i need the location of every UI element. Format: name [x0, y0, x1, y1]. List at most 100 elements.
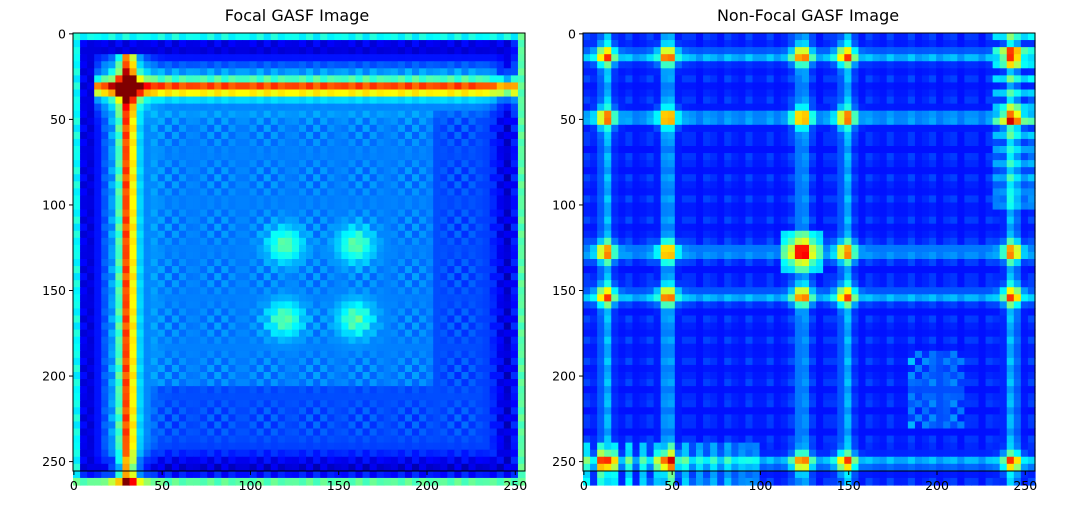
heatmap-cell: [475, 379, 484, 387]
heatmap-cell: [971, 103, 980, 112]
heatmap-cell: [696, 110, 704, 119]
heatmap-cell: [207, 442, 215, 451]
heatmap-cell: [171, 273, 180, 281]
heatmap-cell: [228, 33, 237, 41]
heatmap-cell: [433, 138, 441, 147]
heatmap-cell: [221, 308, 229, 317]
heatmap-cell: [73, 449, 81, 458]
heatmap-cell: [270, 146, 279, 154]
heatmap-cell: [461, 329, 470, 338]
heatmap-cell: [710, 89, 718, 98]
heatmap-cell: [468, 216, 477, 225]
heatmap-cell: [872, 82, 881, 91]
heatmap-cell: [115, 273, 124, 281]
heatmap-cell: [412, 75, 420, 84]
heatmap-cell: [397, 244, 406, 253]
heatmap-cell: [583, 33, 591, 41]
heatmap-cell: [242, 294, 251, 302]
heatmap-cell: [433, 209, 441, 218]
heatmap-cell: [80, 343, 88, 352]
heatmap-cell: [433, 251, 441, 260]
heatmap-cell: [348, 294, 357, 302]
heatmap-cell: [235, 287, 244, 295]
heatmap-cell: [73, 301, 81, 310]
heatmap-cell: [200, 364, 208, 373]
heatmap-cell: [858, 47, 867, 55]
heatmap-cell: [115, 181, 124, 189]
heatmap-cell: [440, 273, 448, 281]
heatmap-cell: [313, 386, 321, 394]
heatmap-cell: [122, 195, 131, 204]
heatmap-cell: [122, 230, 131, 239]
heatmap-cell: [186, 96, 194, 105]
heatmap-cell: [284, 428, 293, 437]
heatmap-cell: [454, 463, 463, 472]
heatmap-cell: [475, 244, 484, 253]
heatmap-cell: [299, 329, 307, 338]
heatmap-cell: [122, 96, 131, 105]
heatmap-cell: [461, 68, 470, 76]
heatmap-cell: [412, 470, 420, 479]
heatmap-cell: [200, 216, 208, 225]
heatmap-cell: [263, 322, 272, 331]
heatmap-cell: [221, 343, 229, 352]
heatmap-cell: [397, 343, 406, 352]
heatmap-cell: [674, 89, 683, 98]
heatmap-cell: [341, 131, 350, 140]
heatmap-cell: [164, 379, 173, 387]
heatmap-cell: [263, 456, 272, 465]
heatmap-cell: [362, 273, 371, 281]
heatmap-cell: [447, 54, 455, 62]
heatmap-cell: [794, 96, 803, 105]
heatmap-cell: [171, 153, 180, 161]
heatmap-cell: [745, 89, 754, 98]
heatmap-cell: [207, 230, 215, 239]
heatmap-cell: [362, 357, 371, 366]
heatmap-cell: [115, 308, 124, 317]
heatmap-cell: [157, 117, 166, 126]
heatmap-cell: [313, 449, 321, 458]
heatmap-cell: [773, 82, 782, 91]
heatmap-cell: [823, 117, 831, 126]
heatmap-cell: [263, 96, 272, 105]
heatmap-cell: [482, 47, 491, 55]
heatmap-cell: [80, 435, 88, 444]
heatmap-cell: [496, 350, 505, 359]
heatmap-cell: [171, 223, 180, 232]
heatmap-cell: [503, 251, 512, 260]
x-tick-label: 150: [327, 478, 351, 493]
heatmap-cell: [122, 40, 131, 48]
heatmap-cell: [129, 435, 138, 444]
heatmap-cell: [703, 89, 711, 98]
heatmap-cell: [228, 202, 237, 211]
heatmap-cell: [207, 103, 215, 112]
heatmap-cell: [419, 463, 427, 472]
heatmap-cell: [348, 40, 357, 48]
heatmap-cell: [957, 61, 965, 69]
heatmap-cell: [171, 230, 180, 239]
heatmap-cell: [496, 287, 505, 295]
heatmap-cell: [94, 273, 102, 281]
heatmap-cell: [164, 386, 173, 394]
heatmap-cell: [263, 33, 272, 41]
heatmap-cell: [454, 237, 463, 246]
heatmap-cell: [207, 266, 215, 274]
heatmap-cell: [186, 54, 194, 62]
heatmap-cell: [164, 315, 173, 324]
heatmap-cell: [503, 47, 512, 55]
heatmap-cell: [454, 456, 463, 465]
heatmap-cell: [221, 54, 229, 62]
heatmap-cell: [277, 336, 286, 345]
heatmap-cell: [369, 329, 378, 338]
heatmap-cell: [503, 357, 512, 366]
heatmap-cell: [242, 110, 251, 119]
heatmap-cell: [404, 470, 413, 479]
heatmap-cell: [964, 47, 973, 55]
heatmap-cell: [115, 110, 124, 119]
heatmap-cell: [122, 54, 131, 62]
heatmap-cell: [731, 96, 739, 105]
heatmap-cell: [178, 202, 187, 211]
heatmap-cell: [164, 89, 173, 98]
heatmap-cell: [193, 308, 201, 317]
heatmap-cell: [200, 301, 208, 310]
